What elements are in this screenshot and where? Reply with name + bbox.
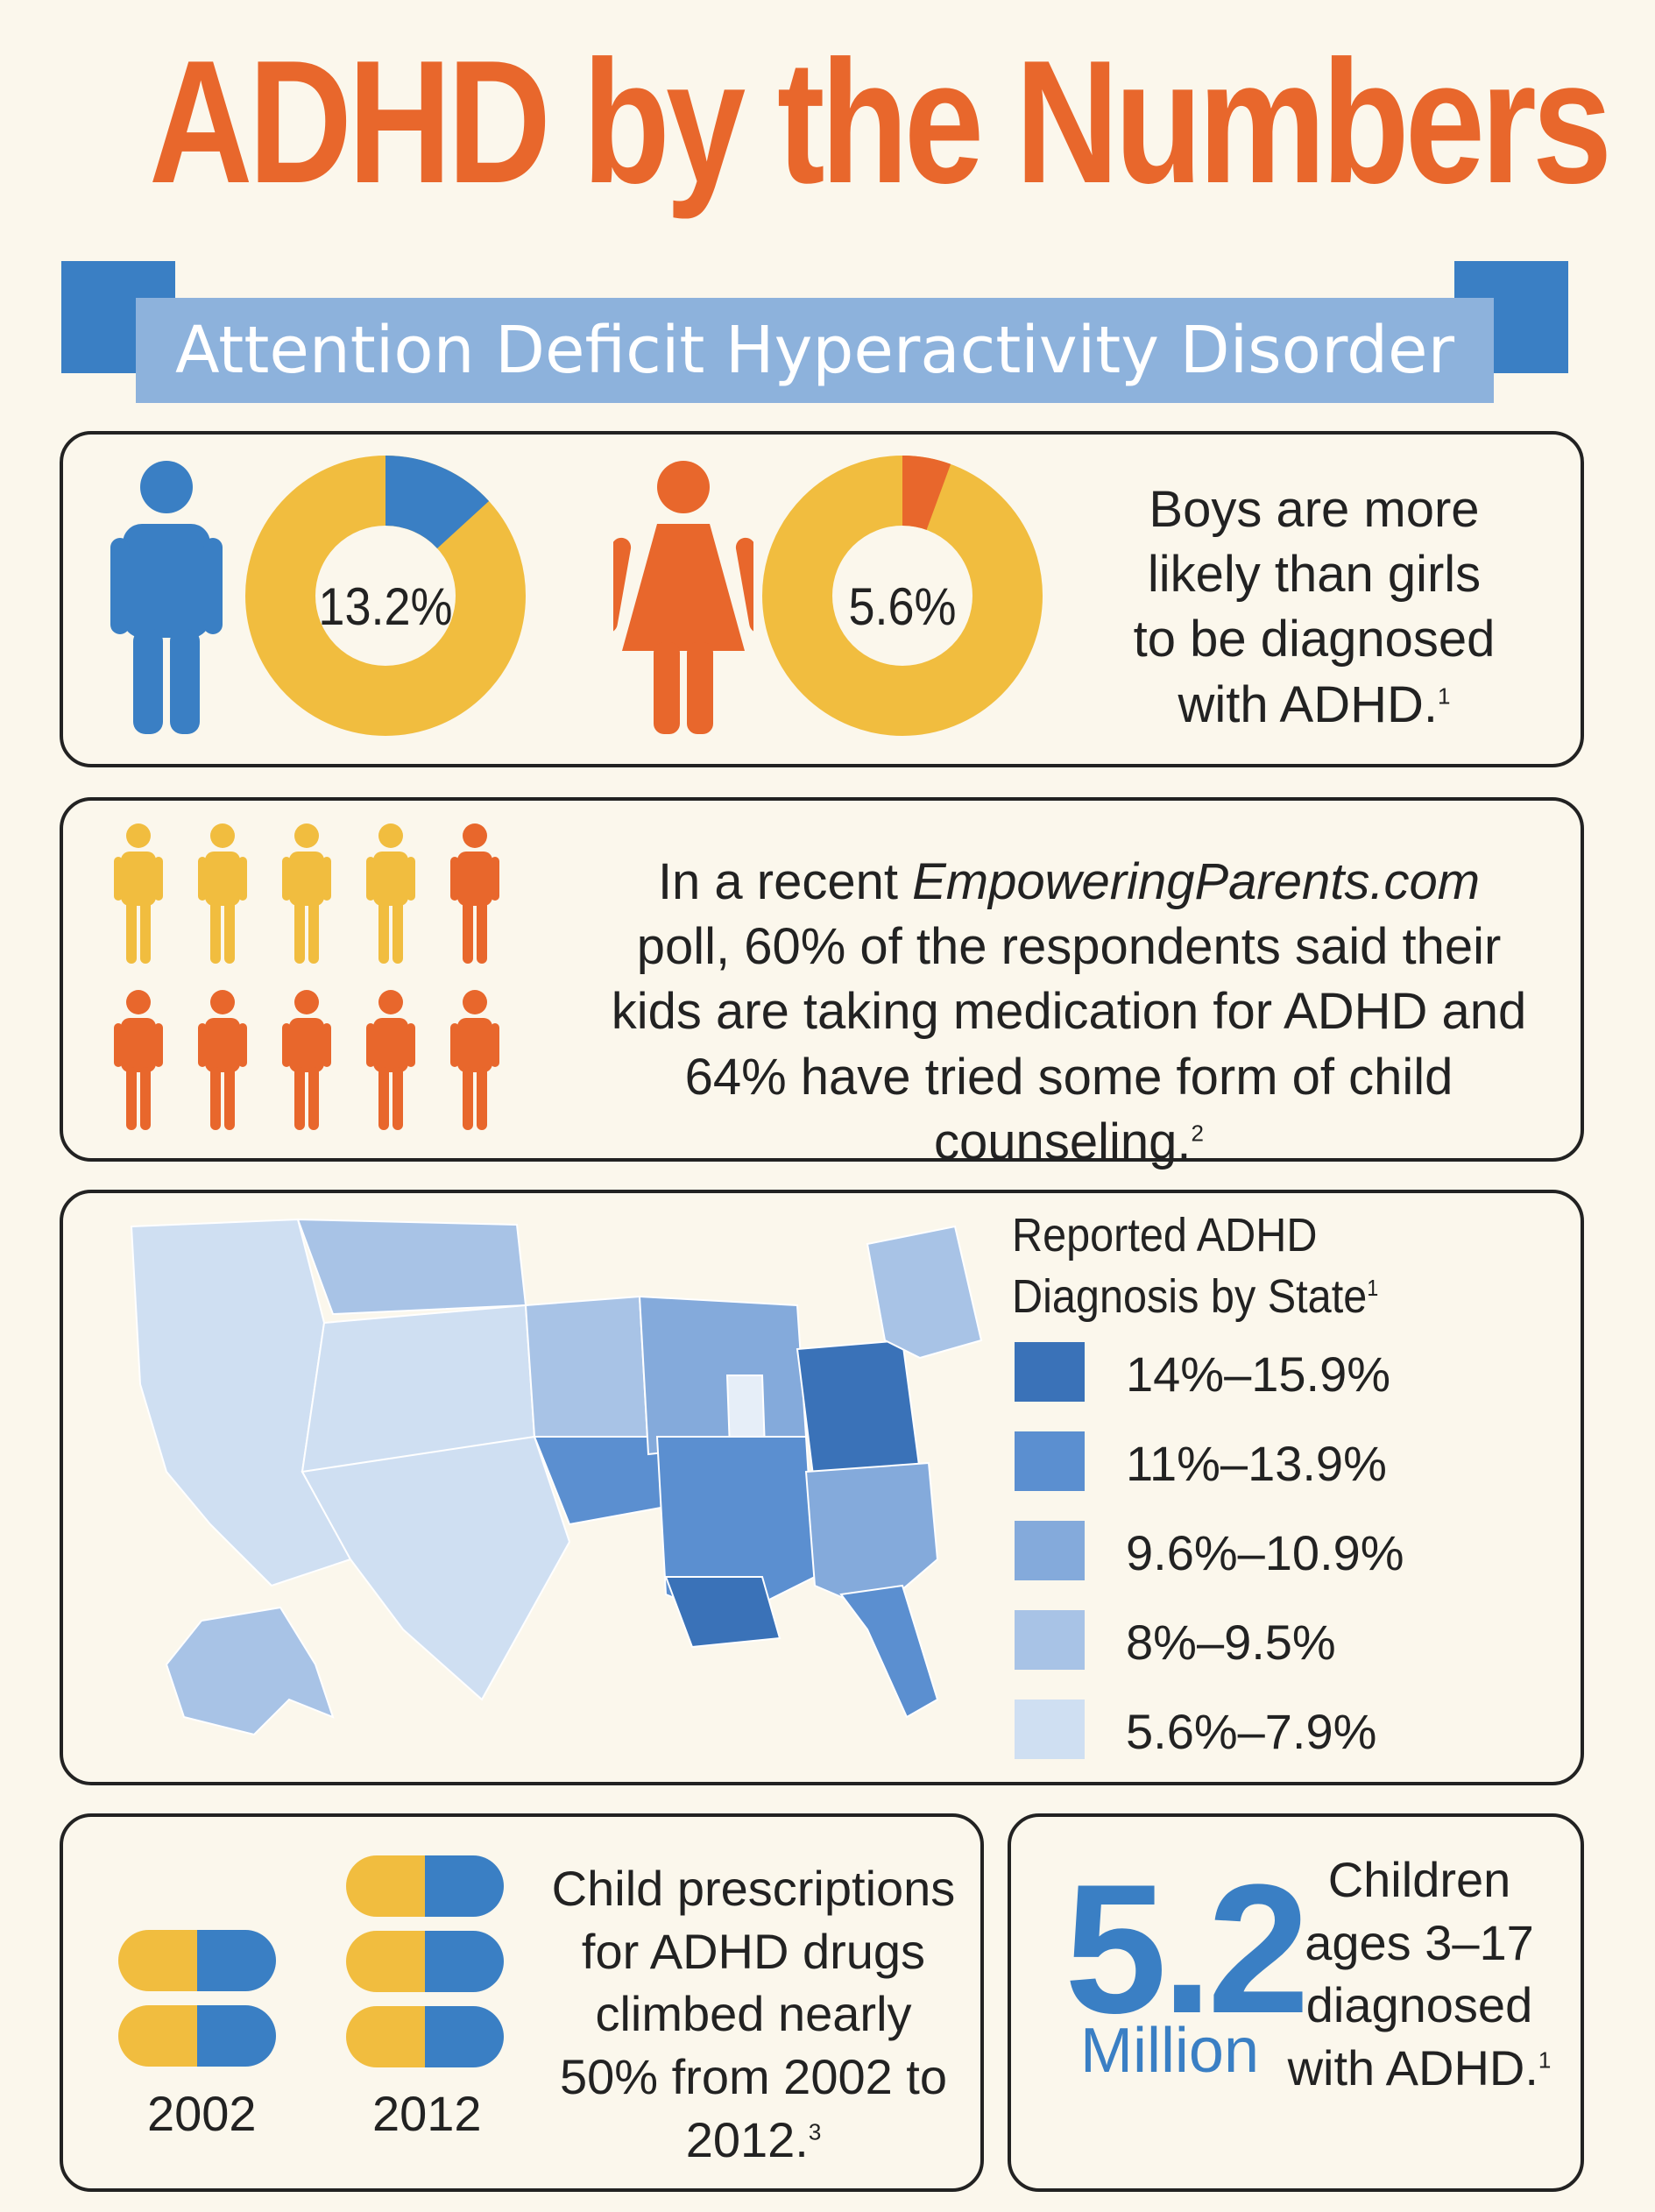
person-icon bbox=[198, 990, 247, 1130]
subtitle-ribbon: Attention Deficit Hyperactivity Disorder bbox=[136, 298, 1494, 403]
person-icon bbox=[450, 823, 499, 964]
pill-icon bbox=[118, 1930, 276, 1991]
prescriptions-panel bbox=[60, 1813, 984, 2192]
pill-icon bbox=[346, 1931, 504, 1992]
children-panel bbox=[1008, 1813, 1584, 2192]
legend-swatch-5 bbox=[1015, 1700, 1085, 1759]
gender-text-content: Boys are more likely than girls to be di… bbox=[1133, 481, 1496, 733]
year-2012: 2012 bbox=[372, 2086, 482, 2141]
girls-donut bbox=[762, 456, 1043, 736]
legend-swatch-1 bbox=[1015, 1342, 1085, 1402]
person-icon bbox=[282, 990, 331, 1130]
person-icon bbox=[366, 990, 415, 1130]
girls-percent: 5.6% bbox=[848, 577, 957, 636]
map-legend-title: Reported ADHD Diagnosis by State1 bbox=[1012, 1205, 1390, 1327]
boy-icon bbox=[110, 461, 223, 734]
person-icon bbox=[282, 823, 331, 964]
legend-swatch-3 bbox=[1015, 1521, 1085, 1580]
children-unit: Million bbox=[1079, 2016, 1260, 2086]
prescriptions-text-content: Child prescriptions for ADHD drugs climb… bbox=[551, 1861, 956, 2167]
boys-percent: 13.2% bbox=[318, 577, 453, 636]
pills-2012 bbox=[346, 1855, 504, 2067]
poll-footnote: 2 bbox=[1191, 1120, 1204, 1147]
prescriptions-text: Child prescriptions for ADHD drugs climb… bbox=[543, 1857, 964, 2171]
map-legend-title-text: Reported ADHD Diagnosis by State bbox=[1012, 1209, 1368, 1324]
legend-label-5: 5.6%–7.9% bbox=[1126, 1704, 1377, 1759]
legend-label-2: 11%–13.9% bbox=[1126, 1436, 1387, 1491]
year-2002: 2002 bbox=[147, 2086, 257, 2141]
girl-icon bbox=[613, 461, 753, 734]
subtitle: Attention Deficit Hyperactivity Disorder bbox=[174, 313, 1455, 388]
page-title: ADHD by the Numbers bbox=[149, 25, 1612, 220]
poll-text-after: poll, 60% of the respondents said their … bbox=[611, 918, 1527, 1170]
poll-site: EmpoweringParents.com bbox=[912, 853, 1481, 910]
person-icon bbox=[114, 990, 163, 1130]
children-footnote: 1 bbox=[1538, 2046, 1552, 2074]
gender-text: Boys are more likely than girls to be di… bbox=[1130, 477, 1498, 738]
pills-2002 bbox=[118, 1930, 276, 2067]
people-grid bbox=[114, 823, 499, 1130]
legend-label-3: 9.6%–10.9% bbox=[1126, 1525, 1404, 1580]
pill-icon bbox=[118, 2005, 276, 2067]
person-icon bbox=[450, 990, 499, 1130]
us-map bbox=[130, 1218, 983, 1736]
legend-label-4: 8%–9.5% bbox=[1126, 1615, 1336, 1670]
legend-label-1: 14%–15.9% bbox=[1126, 1346, 1391, 1402]
person-icon bbox=[366, 823, 415, 964]
prescriptions-footnote: 3 bbox=[808, 2118, 822, 2145]
pill-icon bbox=[346, 2006, 504, 2067]
poll-text: In a recent EmpoweringParents.com poll, … bbox=[605, 850, 1533, 1175]
map-footnote: 1 bbox=[1367, 1275, 1379, 1302]
legend-swatch-2 bbox=[1015, 1431, 1085, 1491]
poll-text-before: In a recent bbox=[657, 853, 913, 910]
person-icon bbox=[114, 823, 163, 964]
legend-swatch-4 bbox=[1015, 1610, 1085, 1670]
children-text: Children ages 3–17 diagnosed with ADHD.1 bbox=[1284, 1848, 1555, 2100]
children-number: 5.2 bbox=[1064, 1846, 1310, 2052]
pill-icon bbox=[346, 1855, 504, 1917]
gender-footnote: 1 bbox=[1438, 682, 1451, 710]
boys-donut bbox=[245, 456, 526, 736]
person-icon bbox=[198, 823, 247, 964]
children-text-content: Children ages 3–17 diagnosed with ADHD. bbox=[1287, 1852, 1538, 2096]
